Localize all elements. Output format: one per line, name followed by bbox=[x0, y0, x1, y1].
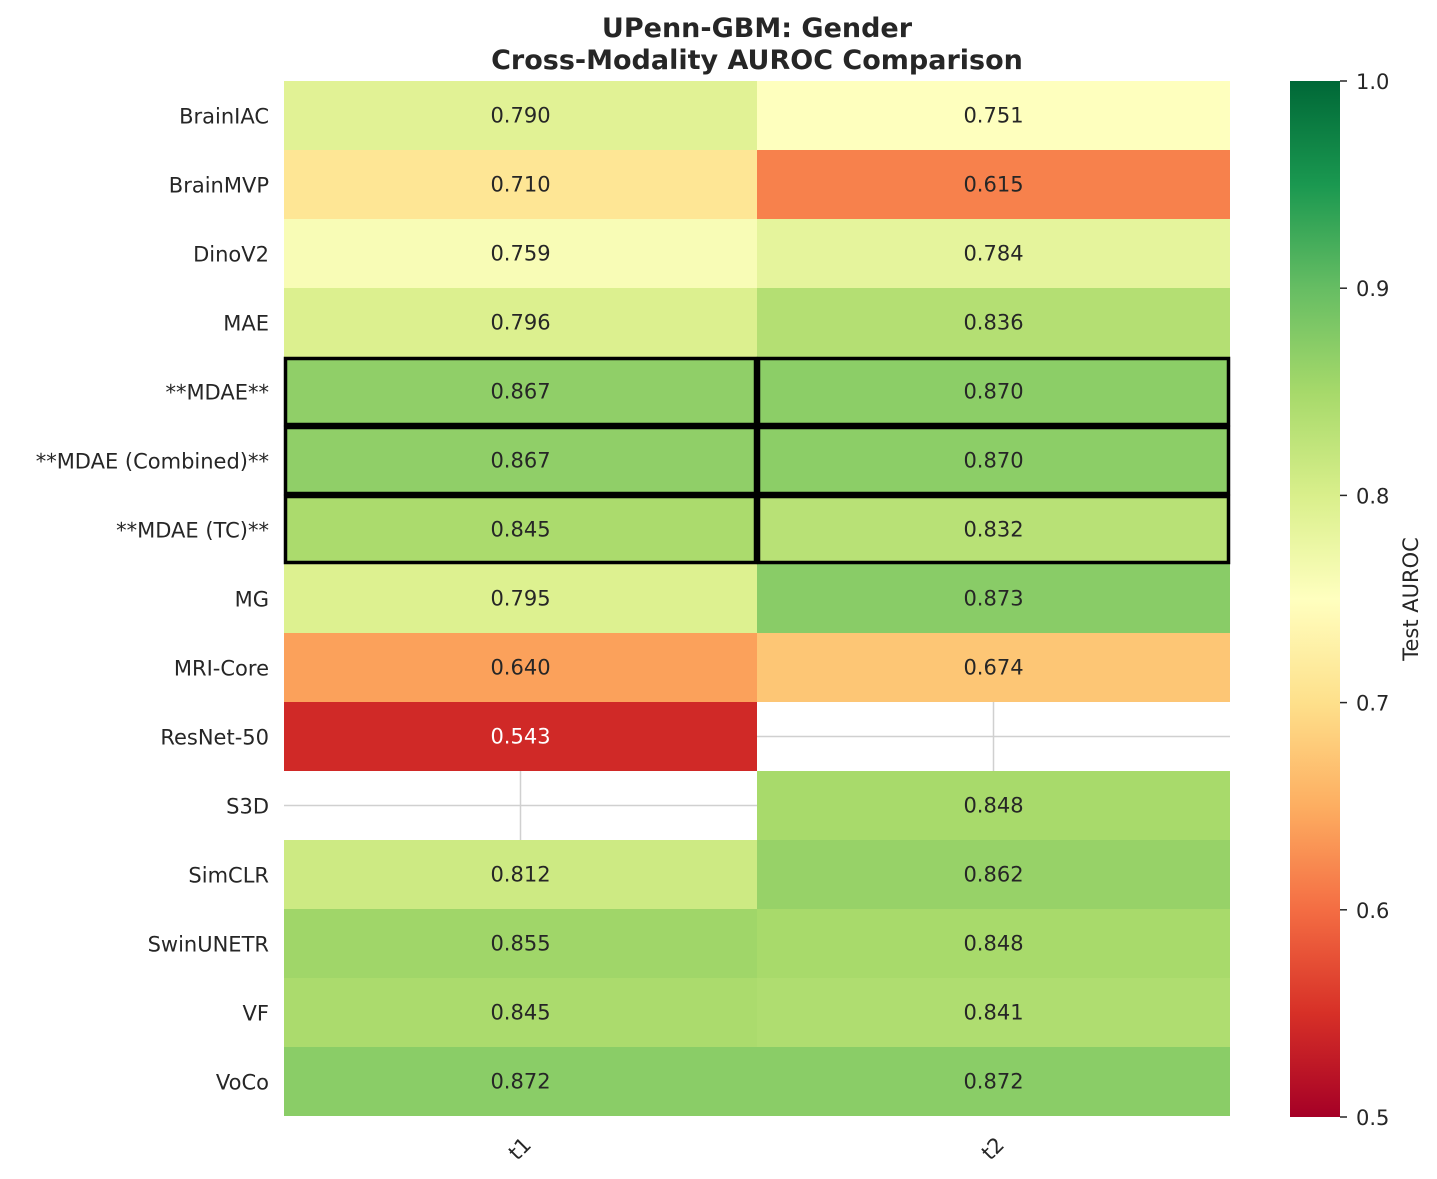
heatmap-cell bbox=[284, 495, 757, 564]
cell-value-label: 0.873 bbox=[963, 587, 1023, 611]
heatmap-cell bbox=[757, 909, 1230, 978]
heatmap-cell bbox=[284, 81, 757, 150]
heatmap-cell bbox=[757, 978, 1230, 1047]
heatmap-cell bbox=[284, 288, 757, 357]
y-tick-label: MRI-Core bbox=[174, 657, 269, 681]
cell-value-label: 0.674 bbox=[963, 656, 1023, 680]
y-tick-label: **MDAE** bbox=[165, 381, 269, 405]
colorbar-tick-label: 1.0 bbox=[1356, 70, 1389, 94]
cell-value-label: 0.784 bbox=[963, 242, 1023, 266]
heatmap-cell bbox=[284, 150, 757, 219]
cell-value-label: 0.867 bbox=[490, 449, 550, 473]
heatmap-cell bbox=[284, 219, 757, 288]
heatmap-cell bbox=[757, 495, 1230, 564]
cell-value-label: 0.845 bbox=[490, 518, 550, 542]
cell-value-label: 0.870 bbox=[963, 380, 1023, 404]
heatmap-cell bbox=[757, 357, 1230, 426]
heatmap-cell bbox=[757, 426, 1230, 495]
cell-value-label: 0.841 bbox=[963, 1001, 1023, 1025]
cell-value-label: 0.848 bbox=[963, 932, 1023, 956]
cell-value-label: 0.795 bbox=[490, 587, 550, 611]
highlight-border bbox=[283, 356, 758, 427]
cell-value-label: 0.790 bbox=[490, 104, 550, 128]
highlight-border bbox=[756, 356, 1231, 427]
highlight-border bbox=[756, 494, 1231, 565]
colorbar-tick-label: 0.9 bbox=[1356, 277, 1389, 301]
y-tick-label: VoCo bbox=[216, 1071, 269, 1095]
heatmap-cells: 0.790 0.751 0.710 0.615 0.759 0.784 0.796 0.836… bbox=[284, 81, 1230, 1116]
colorbar-ticks: 0.5 0.6 0.7 0.8 0.9 1.0 bbox=[1340, 70, 1389, 1130]
heatmap-cell bbox=[284, 1047, 757, 1116]
heatmap-cell bbox=[757, 633, 1230, 702]
heatmap-cell bbox=[284, 978, 757, 1047]
cell-value-label: 0.832 bbox=[963, 518, 1023, 542]
highlight-borders bbox=[283, 356, 1231, 565]
y-tick-label: **MDAE (TC)** bbox=[116, 519, 269, 543]
chart-title-line2: Cross-Modality AUROC Comparison bbox=[491, 45, 1023, 76]
colorbar-label: Test AUROC bbox=[1399, 537, 1423, 662]
chart-title-line1: UPenn-GBM: Gender bbox=[602, 13, 913, 44]
colorbar-tick-label: 0.7 bbox=[1356, 692, 1389, 716]
heatmap-cell bbox=[284, 909, 757, 978]
y-tick-label: ResNet-50 bbox=[160, 726, 269, 750]
highlight-border bbox=[283, 494, 758, 565]
colorbar-gradient bbox=[1290, 81, 1340, 1117]
cell-value-label: 0.872 bbox=[963, 1070, 1023, 1094]
x-tick-label: t1 bbox=[504, 1133, 536, 1165]
y-tick-label: SimCLR bbox=[188, 864, 269, 888]
heatmap-cell bbox=[757, 564, 1230, 633]
cell-value-label: 0.710 bbox=[490, 173, 550, 197]
highlight-border bbox=[756, 425, 1231, 496]
y-tick-label: S3D bbox=[226, 795, 269, 819]
heatmap-cell bbox=[757, 1047, 1230, 1116]
y-tick-label: DinoV2 bbox=[193, 243, 269, 267]
heatmap-cell bbox=[757, 219, 1230, 288]
y-tick-label: MG bbox=[235, 588, 269, 612]
heatmap-cell bbox=[284, 564, 757, 633]
y-tick-label: BrainIAC bbox=[179, 105, 269, 129]
heatmap-cell bbox=[757, 771, 1230, 840]
colorbar-tick-label: 0.5 bbox=[1356, 1106, 1389, 1130]
heatmap-cell bbox=[284, 702, 757, 771]
y-tick-label: MAE bbox=[223, 312, 269, 336]
cell-value-label: 0.812 bbox=[490, 863, 550, 887]
cell-value-label: 0.836 bbox=[963, 311, 1023, 335]
cell-value-label: 0.615 bbox=[963, 173, 1023, 197]
heatmap-cell bbox=[284, 426, 757, 495]
cell-value-label: 0.870 bbox=[963, 449, 1023, 473]
cell-value-label: 0.855 bbox=[490, 932, 550, 956]
heatmap-cell bbox=[284, 633, 757, 702]
x-tick-label: t2 bbox=[977, 1133, 1009, 1165]
cell-value-label: 0.845 bbox=[490, 1001, 550, 1025]
y-tick-label: BrainMVP bbox=[169, 174, 269, 198]
y-axis-labels: BrainIAC BrainMVP DinoV2 MAE **MDAE** **MDAE … bbox=[36, 105, 269, 1095]
y-tick-label: SwinUNETR bbox=[148, 933, 269, 957]
cell-value-label: 0.640 bbox=[490, 656, 550, 680]
y-tick-label: **MDAE (Combined)** bbox=[36, 450, 269, 474]
cell-value-label: 0.759 bbox=[490, 242, 550, 266]
x-axis-labels: t1 t2 bbox=[504, 1133, 1009, 1165]
cell-value-label: 0.848 bbox=[963, 794, 1023, 818]
cell-value-label: 0.862 bbox=[963, 863, 1023, 887]
colorbar: 0.5 0.6 0.7 0.8 0.9 1.0 Test AUROC bbox=[1290, 70, 1423, 1130]
cell-value-label: 0.872 bbox=[490, 1070, 550, 1094]
heatmap-cell bbox=[284, 840, 757, 909]
y-tick-label: VF bbox=[243, 1002, 269, 1026]
highlight-border bbox=[283, 425, 758, 496]
heatmap-cell bbox=[757, 81, 1230, 150]
colorbar-tick-label: 0.6 bbox=[1356, 899, 1389, 923]
colorbar-tick-label: 0.8 bbox=[1356, 484, 1389, 508]
cell-value-label: 0.867 bbox=[490, 380, 550, 404]
cell-value-label: 0.796 bbox=[490, 311, 550, 335]
heatmap-cell bbox=[284, 357, 757, 426]
heatmap-cell bbox=[757, 840, 1230, 909]
heatmap-cell bbox=[757, 288, 1230, 357]
cell-value-label: 0.751 bbox=[963, 104, 1023, 128]
heatmap-cell bbox=[757, 150, 1230, 219]
cell-value-label: 0.543 bbox=[490, 725, 550, 749]
